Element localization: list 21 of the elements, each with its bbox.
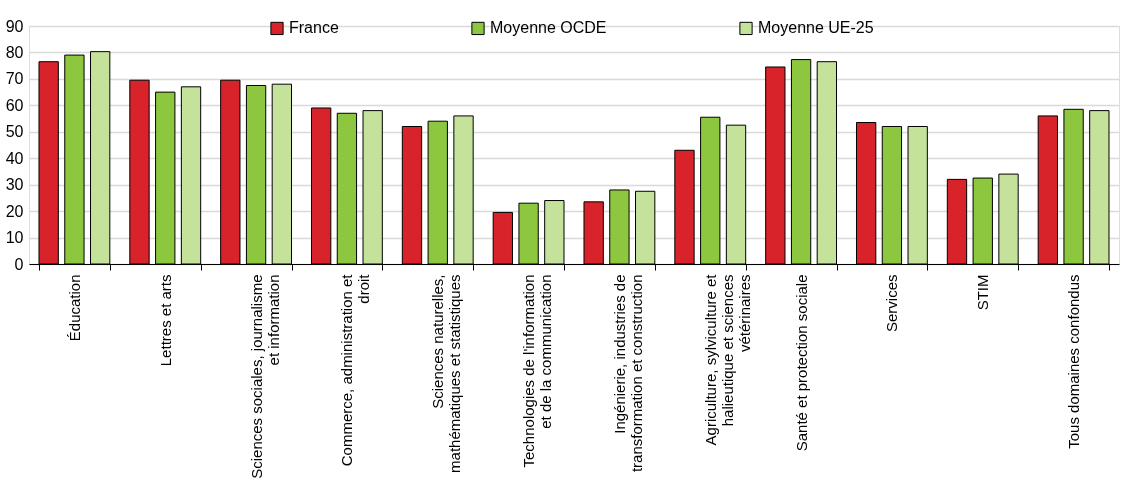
x-tick-label: Services bbox=[883, 274, 901, 333]
y-tick-label: 60 bbox=[5, 96, 24, 114]
x-tick-label: Lettres et arts bbox=[156, 274, 174, 367]
y-tick-label: 30 bbox=[5, 176, 24, 194]
x-tick-label: Tous domaines confondus bbox=[1065, 274, 1083, 449]
y-tick-label: 10 bbox=[5, 229, 24, 247]
y-tick-label: 50 bbox=[5, 123, 24, 141]
y-tick-label: 40 bbox=[5, 149, 24, 167]
x-tick-label: Éducation bbox=[65, 274, 83, 342]
legend-label: Moyenne OCDE bbox=[490, 19, 607, 37]
y-tick-label: 70 bbox=[5, 70, 24, 88]
x-tick-label: STIM bbox=[974, 274, 992, 311]
x-tick-label: Commerce, administration et droit bbox=[338, 273, 373, 467]
x-tick-label: Sciences sociales, journalisme et information bbox=[247, 274, 282, 479]
y-tick-label: 90 bbox=[5, 17, 24, 35]
legend-label: France bbox=[289, 19, 339, 37]
y-tick-label: 20 bbox=[5, 202, 24, 220]
y-tick-label: 80 bbox=[5, 43, 24, 61]
x-tick-label: Santé et protection sociale bbox=[792, 274, 810, 452]
y-tick-label: 0 bbox=[14, 255, 24, 273]
legend-label: Moyenne UE-25 bbox=[758, 19, 874, 37]
